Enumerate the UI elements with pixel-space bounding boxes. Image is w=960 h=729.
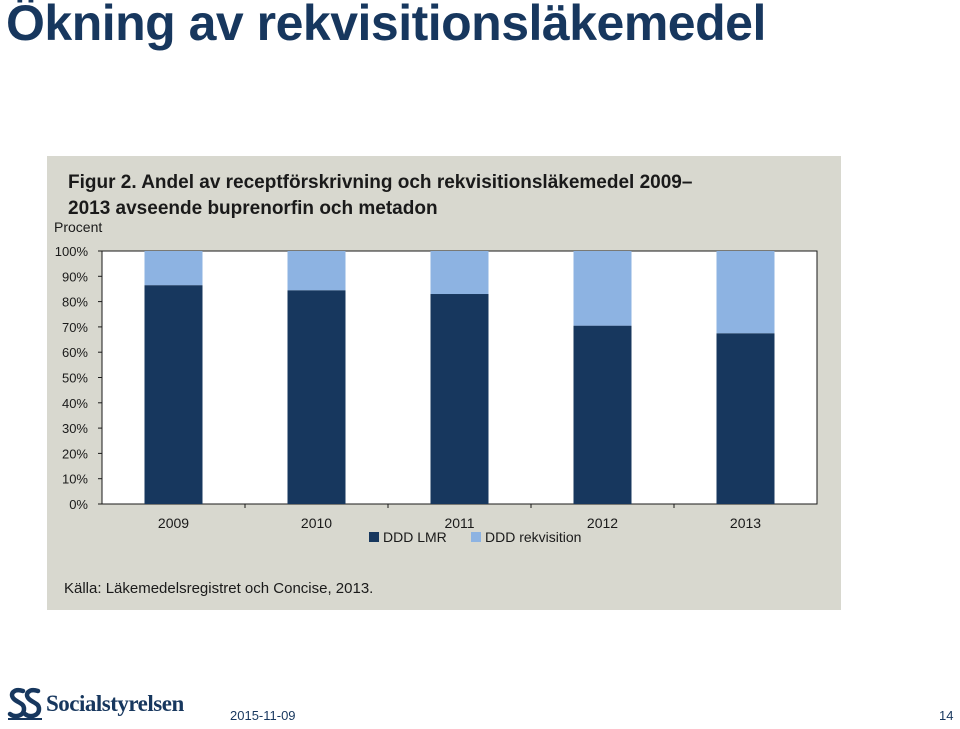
- x-tick-label: 2013: [730, 515, 761, 531]
- y-tick-label: 80%: [62, 295, 88, 310]
- stacked-bar-chart: 0% 10% 20% 30% 40% 50% 60% 70% 80% 90% 100% 2009 201…: [55, 244, 818, 545]
- legend-swatch: [369, 532, 379, 542]
- y-tick-label: 50%: [62, 371, 88, 386]
- y-tick-label: 60%: [62, 345, 88, 360]
- x-tick-label: 2012: [587, 515, 618, 531]
- y-tick-label: 0%: [69, 497, 88, 512]
- bar-ddd-rekvisition: [430, 251, 489, 295]
- slide-date: 2015-11-09: [230, 708, 296, 723]
- y-axis-label: Procent: [54, 219, 103, 235]
- legend-label: DDD rekvisition: [485, 529, 581, 545]
- bar-ddd-rekvisition: [144, 251, 203, 286]
- y-tick-label: 20%: [62, 446, 88, 461]
- legend-label: DDD LMR: [383, 529, 447, 545]
- logo-text: Socialstyrelsen: [46, 691, 184, 716]
- bar-ddd-rekvisition: [287, 251, 346, 291]
- x-tick-label: 2011: [444, 515, 474, 531]
- bar-ddd-lmr: [573, 325, 632, 504]
- socialstyrelsen-logo: Socialstyrelsen: [6, 686, 184, 722]
- y-tick-label: 10%: [62, 472, 88, 487]
- logo-mark-icon: [7, 688, 42, 720]
- bar-ddd-lmr: [287, 290, 346, 504]
- bar-ddd-rekvisition: [573, 251, 632, 326]
- chart-title-line-2: 2013 avseende buprenorfin och metadon: [68, 198, 438, 219]
- chart-title-line-1: Figur 2. Andel av receptförskrivning och…: [68, 172, 693, 193]
- bar-ddd-lmr: [716, 333, 775, 504]
- y-tick-label: 30%: [62, 421, 88, 436]
- figure-panel: Figur 2. Andel av receptförskrivning och…: [47, 156, 841, 610]
- source-note: Källa: Läkemedelsregistret och Concise, …: [64, 580, 374, 597]
- legend-swatch: [471, 532, 481, 542]
- y-tick-label: 70%: [62, 320, 88, 335]
- page-number: 14: [939, 708, 954, 723]
- y-tick-label: 90%: [62, 269, 88, 284]
- y-tick-label: 40%: [62, 396, 88, 411]
- chart-title: Figur 2. Andel av receptförskrivning och…: [68, 170, 828, 222]
- slide-title: Ökning av rekvisitionsläkemedel: [6, 0, 766, 51]
- bar-ddd-lmr: [144, 285, 203, 504]
- bar-ddd-lmr: [430, 294, 489, 504]
- bar-ddd-rekvisition: [716, 251, 775, 334]
- x-tick-label: 2010: [301, 515, 332, 531]
- x-tick-label: 2009: [158, 515, 189, 531]
- y-tick-label: 100%: [55, 244, 89, 259]
